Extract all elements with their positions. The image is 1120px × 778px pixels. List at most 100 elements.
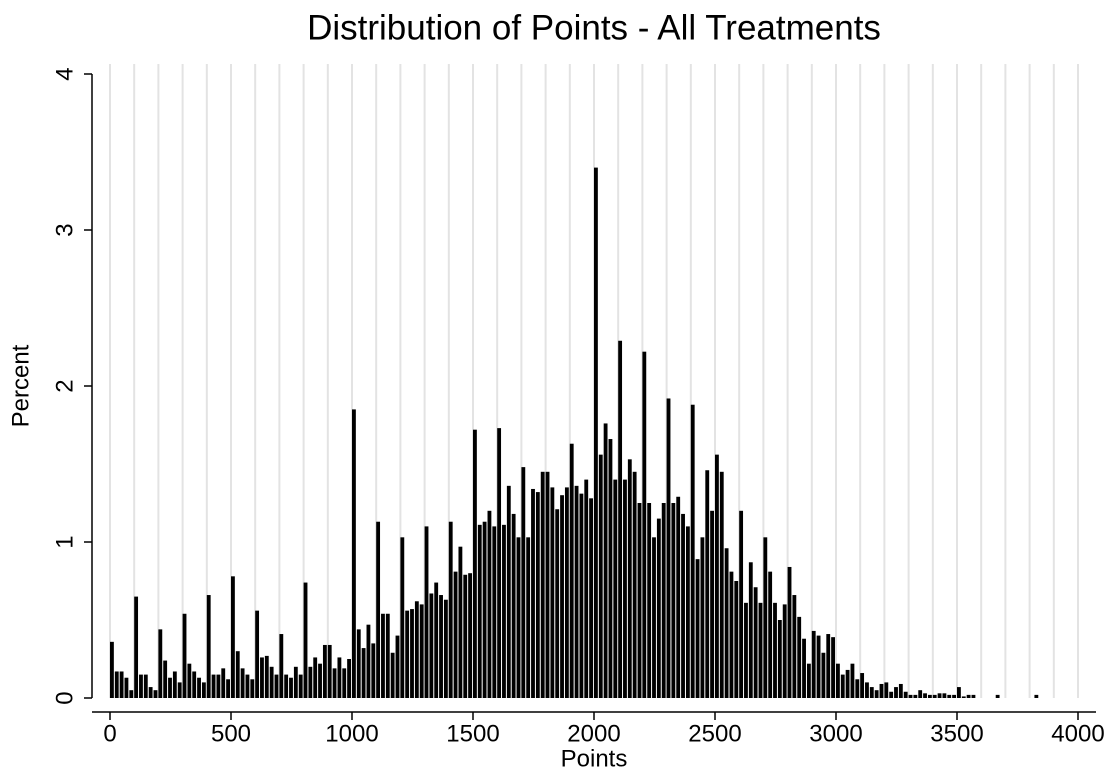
bar [937, 693, 942, 698]
bar [163, 660, 168, 698]
y-axis-label: Percent [7, 344, 34, 427]
bar [927, 694, 932, 698]
bar [463, 574, 468, 698]
bar [748, 562, 753, 698]
bar [550, 487, 555, 698]
bar [172, 671, 177, 698]
bar [371, 643, 376, 698]
bar [110, 641, 114, 698]
bar [506, 485, 511, 698]
bar [153, 690, 158, 698]
x-tick-label: 3000 [809, 720, 862, 747]
bar [448, 521, 453, 698]
bar [802, 638, 806, 698]
bar [961, 696, 966, 698]
bar [603, 423, 608, 698]
y-tick-label: 1 [51, 535, 78, 548]
bar [231, 576, 235, 698]
bar [226, 679, 230, 698]
bar [473, 429, 477, 698]
bar [376, 521, 381, 698]
bar [419, 604, 424, 698]
bar [318, 663, 322, 698]
bar [613, 479, 618, 698]
bar [429, 593, 434, 698]
bar [564, 487, 569, 698]
bar [652, 537, 656, 698]
bar [715, 454, 719, 698]
bar [269, 666, 274, 698]
bar [279, 634, 284, 698]
bar [574, 485, 579, 698]
bar [666, 398, 671, 698]
bar [201, 682, 206, 698]
x-tick-label: 3500 [930, 720, 983, 747]
bar [685, 526, 690, 698]
bar [143, 674, 148, 698]
bar [869, 687, 874, 698]
bar [777, 620, 782, 698]
bar [618, 340, 623, 698]
bar [158, 629, 163, 698]
bar [569, 443, 574, 698]
bar [385, 613, 390, 698]
bar [414, 601, 419, 698]
bar [134, 596, 139, 698]
bar [879, 683, 884, 698]
bar [337, 657, 342, 698]
bar [681, 513, 685, 698]
bar [511, 513, 516, 698]
bar [293, 666, 298, 698]
bar [381, 613, 385, 698]
bar [831, 637, 835, 698]
chart-title: Distribution of Points - All Treatments [307, 8, 881, 47]
bar [845, 669, 850, 698]
bar [235, 651, 240, 698]
bar [535, 492, 540, 698]
bar [492, 526, 497, 698]
bar [971, 694, 976, 698]
bar [724, 548, 729, 698]
bar [197, 677, 201, 698]
bar [995, 694, 1000, 698]
bar [139, 674, 143, 698]
bar [482, 521, 487, 698]
bar [811, 630, 816, 698]
bar [526, 537, 531, 698]
bar [894, 687, 898, 698]
bar [352, 409, 356, 698]
bar [598, 454, 603, 698]
bar [898, 683, 903, 698]
bar [908, 694, 913, 698]
bar [477, 524, 482, 698]
bar [594, 167, 598, 699]
bar [855, 679, 860, 698]
y-tick-label: 2 [51, 379, 78, 392]
bar [487, 510, 492, 698]
bar [884, 682, 889, 698]
bar [952, 694, 956, 698]
bar [947, 694, 952, 698]
bar [739, 510, 744, 698]
bar [434, 582, 439, 698]
bar [289, 677, 293, 698]
bar [695, 559, 700, 698]
y-tick-label: 3 [51, 223, 78, 236]
x-tick-label: 2000 [567, 720, 620, 747]
x-tick-label: 0 [103, 720, 116, 747]
bar [671, 503, 676, 698]
bar [913, 694, 918, 698]
bar [468, 573, 472, 698]
bar [734, 581, 739, 698]
x-tick-label: 1000 [325, 720, 378, 747]
bar [744, 602, 748, 698]
bar [932, 694, 937, 698]
bar [182, 613, 187, 698]
bar [840, 674, 845, 698]
bar [758, 602, 763, 698]
bar [806, 663, 811, 698]
bar [216, 674, 221, 698]
bar [284, 674, 289, 698]
bar [250, 679, 255, 698]
bar [361, 648, 366, 698]
